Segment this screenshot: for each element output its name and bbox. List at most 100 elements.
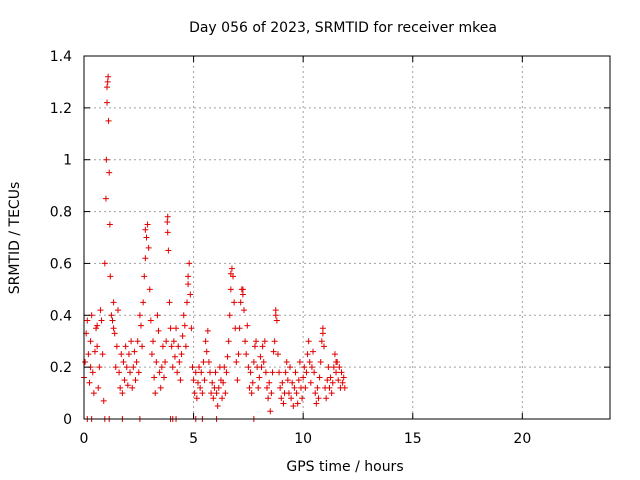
data-point: [94, 343, 101, 350]
data-point: [236, 325, 243, 332]
data-point: [234, 377, 241, 384]
data-point: [176, 358, 183, 365]
data-point: [107, 273, 114, 280]
data-point: [245, 364, 252, 371]
data-point: [145, 244, 152, 251]
data-point: [97, 307, 104, 314]
data-point: [142, 226, 149, 233]
data-point: [224, 353, 231, 360]
data-point: [214, 403, 221, 410]
data-point: [340, 374, 347, 381]
data-point: [122, 343, 129, 350]
data-point: [270, 348, 277, 355]
data-point: [235, 351, 242, 358]
data-point: [261, 338, 268, 345]
data-point: [187, 291, 194, 298]
data-point: [253, 338, 260, 345]
data-point: [146, 286, 153, 293]
data-point: [140, 299, 147, 306]
data-point: [192, 369, 199, 376]
data-point: [272, 307, 279, 314]
data-point: [247, 369, 254, 376]
data-point: [162, 358, 169, 365]
data-point: [184, 299, 191, 306]
data-point: [86, 379, 93, 386]
data-point: [299, 395, 306, 402]
data-point: [102, 195, 109, 202]
x-tick-label: 20: [513, 431, 531, 447]
data-point: [169, 364, 176, 371]
data-point: [123, 364, 130, 371]
data-point: [98, 317, 105, 324]
data-point: [291, 384, 298, 391]
data-point: [194, 379, 201, 386]
data-point: [186, 260, 193, 267]
data-point: [112, 364, 119, 371]
data-point: [331, 351, 338, 358]
data-point: [288, 395, 295, 402]
data-point: [175, 343, 182, 350]
data-point: [318, 338, 325, 345]
chart-title: Day 056 of 2023, SRMTID for receiver mke…: [189, 20, 497, 36]
data-point: [158, 364, 165, 371]
data-point: [135, 369, 142, 376]
data-point: [120, 358, 127, 365]
data-point: [170, 338, 177, 345]
data-point: [317, 358, 324, 365]
data-point: [328, 390, 335, 397]
data-point: [273, 317, 280, 324]
data-point: [320, 343, 327, 350]
data-point: [269, 369, 276, 376]
data-point: [202, 338, 209, 345]
y-axis-label: SRMTID / TECUs: [7, 182, 23, 295]
data-point: [196, 364, 203, 371]
data-point: [137, 322, 144, 329]
data-point: [280, 400, 287, 407]
data-point: [255, 384, 262, 391]
data-point: [198, 369, 205, 376]
data-point: [109, 317, 116, 324]
data-point: [300, 374, 307, 381]
data-point: [104, 84, 111, 91]
data-point: [256, 374, 263, 381]
data-point: [205, 358, 212, 365]
data-point: [104, 99, 111, 106]
data-point: [99, 351, 106, 358]
data-point: [277, 384, 284, 391]
data-point: [314, 384, 321, 391]
data-point: [82, 358, 89, 365]
data-point: [139, 343, 146, 350]
data-points: [81, 73, 348, 422]
data-point: [185, 281, 192, 288]
data-point: [203, 348, 210, 355]
x-tick-label: 10: [294, 431, 312, 447]
data-point: [279, 379, 286, 386]
data-point: [142, 255, 149, 262]
data-point: [179, 333, 186, 340]
data-point: [153, 358, 160, 365]
data-point: [220, 379, 227, 386]
data-point: [85, 351, 92, 358]
x-axis-ticks: 0 5 10 15 20: [80, 56, 531, 447]
data-point: [295, 377, 302, 384]
data-point: [227, 286, 234, 293]
data-point: [209, 379, 216, 386]
data-point: [118, 351, 125, 358]
data-point: [165, 247, 172, 254]
data-point: [160, 374, 167, 381]
data-point: [333, 369, 340, 376]
data-point: [316, 374, 323, 381]
data-point: [335, 377, 342, 384]
data-point: [143, 234, 150, 241]
x-tick-label: 5: [189, 431, 198, 447]
plot-frame: [83, 55, 611, 420]
data-point: [330, 364, 337, 371]
y-tick-label: 0.2: [50, 360, 72, 376]
data-point: [154, 312, 161, 319]
data-point: [124, 382, 131, 389]
data-point: [103, 156, 110, 163]
data-point: [293, 390, 300, 397]
data-point: [283, 358, 290, 365]
data-point: [231, 299, 238, 306]
data-point: [221, 364, 228, 371]
